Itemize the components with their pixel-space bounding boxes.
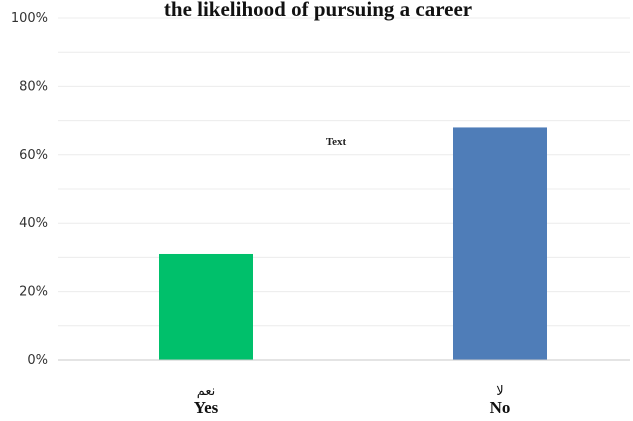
category-label-arabic: نعم xyxy=(197,384,216,399)
y-tick-label: 0% xyxy=(27,353,48,368)
y-tick-label: 100% xyxy=(11,11,48,26)
category-label-english: No xyxy=(490,398,511,417)
y-tick-label: 60% xyxy=(19,148,48,163)
chart-annotation: Text xyxy=(326,136,347,148)
y-axis-ticks: 0% 20% 40% 60% 80% 100% xyxy=(11,11,48,368)
y-tick-label: 80% xyxy=(19,79,48,94)
bar-no xyxy=(453,127,547,360)
bar-yes xyxy=(159,253,253,360)
chart-title: the likelihood of pursuing a career xyxy=(164,0,472,21)
category-label-english: Yes xyxy=(194,398,219,417)
y-tick-label: 20% xyxy=(19,285,48,300)
bars xyxy=(159,127,547,360)
y-tick-label: 40% xyxy=(19,216,48,231)
category-label-arabic: لا xyxy=(496,384,503,399)
gridlines xyxy=(58,17,630,327)
